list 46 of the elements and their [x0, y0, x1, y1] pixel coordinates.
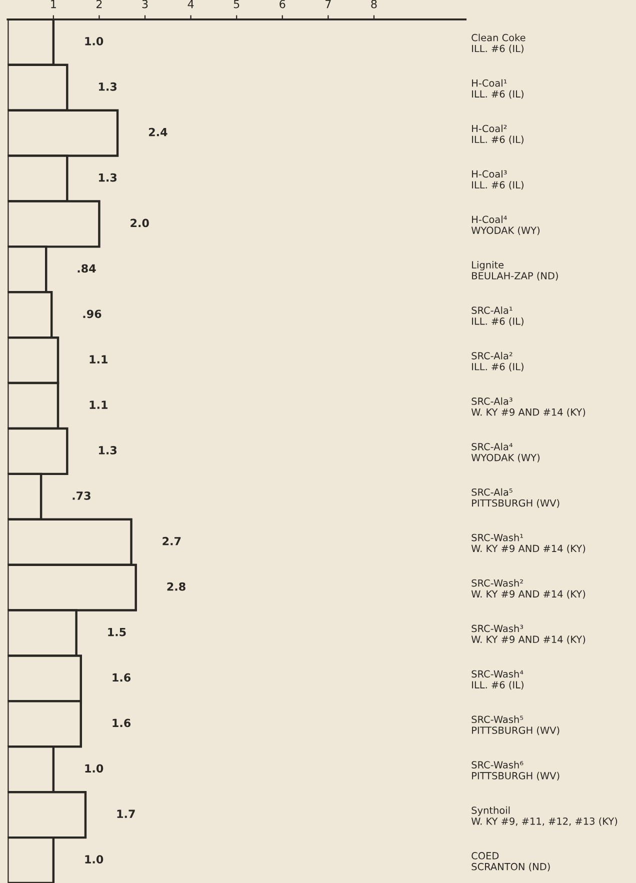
x-tick-label: 1	[51, 0, 56, 8]
data-label: .96	[83, 310, 102, 318]
y-tick-label: H-Coal¹ ILL. #6 (IL)	[472, 79, 524, 99]
data-label: 1.6	[112, 718, 131, 728]
x-tick-label: 6	[280, 0, 286, 8]
y-tick-label: SRC-Ala² ILL. #6 (IL)	[472, 352, 524, 372]
y-tick-label: H-Coal² ILL. #6 (IL)	[472, 124, 524, 144]
data-label: 1.3	[98, 446, 117, 454]
y-tick-label: SRC-Ala³ W. KY #9 AND #14 (KY)	[471, 397, 586, 417]
y-tick-label: SRC-Wash⁶ PITTSBURGH (WV)	[472, 760, 560, 781]
y-tick-label: SRC-Wash² W. KY #9 AND #14 (KY)	[471, 579, 586, 599]
data-label: 2.7	[162, 536, 181, 546]
y-tick-label: SRC-Wash⁵ PITTSBURGH (WV)	[472, 716, 560, 736]
data-label: 2.0	[130, 218, 149, 228]
data-label: 1.3	[98, 82, 117, 91]
data-label: 1.0	[85, 36, 104, 46]
y-tick-label: SRC-Ala⁴ WYODAK (WY)	[471, 442, 540, 462]
data-label: 2.8	[167, 582, 186, 591]
y-tick-label: SRC-Wash¹ W. KY #9 AND #14 (KY)	[471, 534, 586, 554]
x-tick-label: 8	[371, 0, 377, 8]
x-tick-label: 3	[142, 0, 148, 8]
data-label: 2.4	[148, 128, 168, 136]
y-tick-label: Clean Coke ILL. #6 (IL)	[472, 34, 526, 54]
y-tick-label: SRC-Wash⁴ ILL. #6 (IL)	[472, 670, 524, 690]
data-label: 1.0	[85, 764, 104, 773]
data-label: 1.3	[98, 173, 117, 182]
data-label: 1.7	[117, 810, 135, 818]
y-tick-label: Lignite BEULAH-ZAP (ND)	[472, 261, 558, 281]
y-tick-label: H-Coal⁴ WYODAK (WY)	[471, 216, 540, 236]
data-label: 1.5	[108, 628, 126, 636]
y-tick-label: Synthoil W. KY #9, #11, #12, #13 (KY)	[471, 806, 618, 826]
y-tick-label: H-Coal³ ILL. #6 (IL)	[472, 170, 524, 190]
data-label: 1.6	[112, 673, 131, 682]
data-label: .84	[78, 264, 96, 273]
x-tick-label: 2	[96, 0, 102, 8]
y-tick-label: SRC-Ala⁵ PITTSBURGH (WV)	[472, 488, 560, 508]
data-label: 1.1	[90, 400, 108, 409]
y-tick-label: SRC-Ala¹ ILL. #6 (IL)	[472, 306, 524, 326]
y-tick-label: COED SCRANTON (ND)	[472, 852, 550, 872]
data-label: 1.0	[85, 855, 104, 864]
data-label: 1.1	[90, 355, 108, 364]
x-tick-label: 7	[326, 0, 331, 8]
data-label: .73	[72, 491, 90, 500]
y-tick-label: SRC-Wash³ W. KY #9 AND #14 (KY)	[471, 624, 586, 644]
x-tick-label: 4	[188, 0, 194, 8]
x-tick-label: 5	[234, 0, 240, 8]
